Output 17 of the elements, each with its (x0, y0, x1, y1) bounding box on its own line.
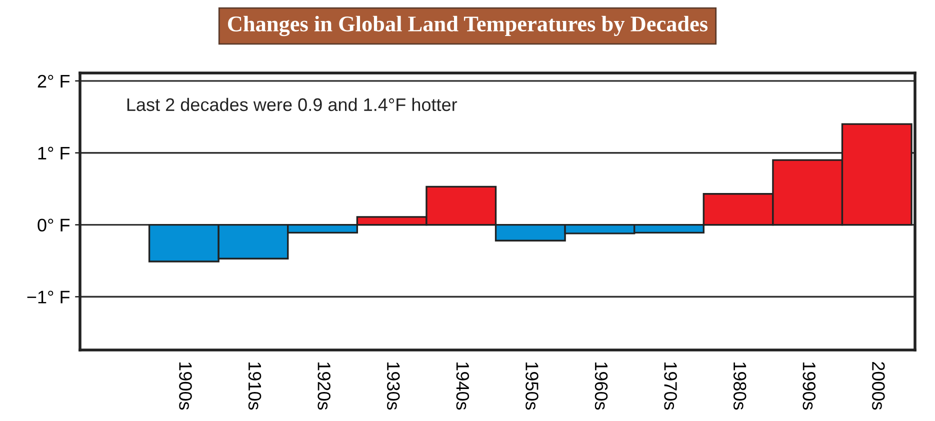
x-tick-label: 1930s (386, 362, 400, 410)
x-tick-label: 1970s (664, 362, 677, 410)
x-tick-label: 2000s (872, 362, 885, 410)
x-tick-label: 1960s (594, 362, 608, 410)
x-tick-label: 1920s (318, 362, 330, 410)
y-tick-label: −1° F (27, 290, 70, 304)
y-tick-label: 2° F (38, 74, 70, 88)
x-tick-label: 1940s (456, 362, 470, 410)
chart-title: Changes in Global Land Temperatures by Decades (228, 16, 708, 36)
x-tick-label: 1950s (526, 362, 538, 410)
x-tick-label: 1900s (179, 362, 192, 410)
x-tick-label: 1910s (248, 362, 262, 410)
y-tick-label: 1° F (38, 146, 70, 160)
y-tick-label: 0° F (38, 218, 70, 232)
x-tick-label: 1990s (802, 362, 816, 410)
annotation: Last 2 decades were 0.9 and 1.4°F hotter (127, 98, 458, 112)
x-tick-label: 1980s (733, 362, 746, 410)
